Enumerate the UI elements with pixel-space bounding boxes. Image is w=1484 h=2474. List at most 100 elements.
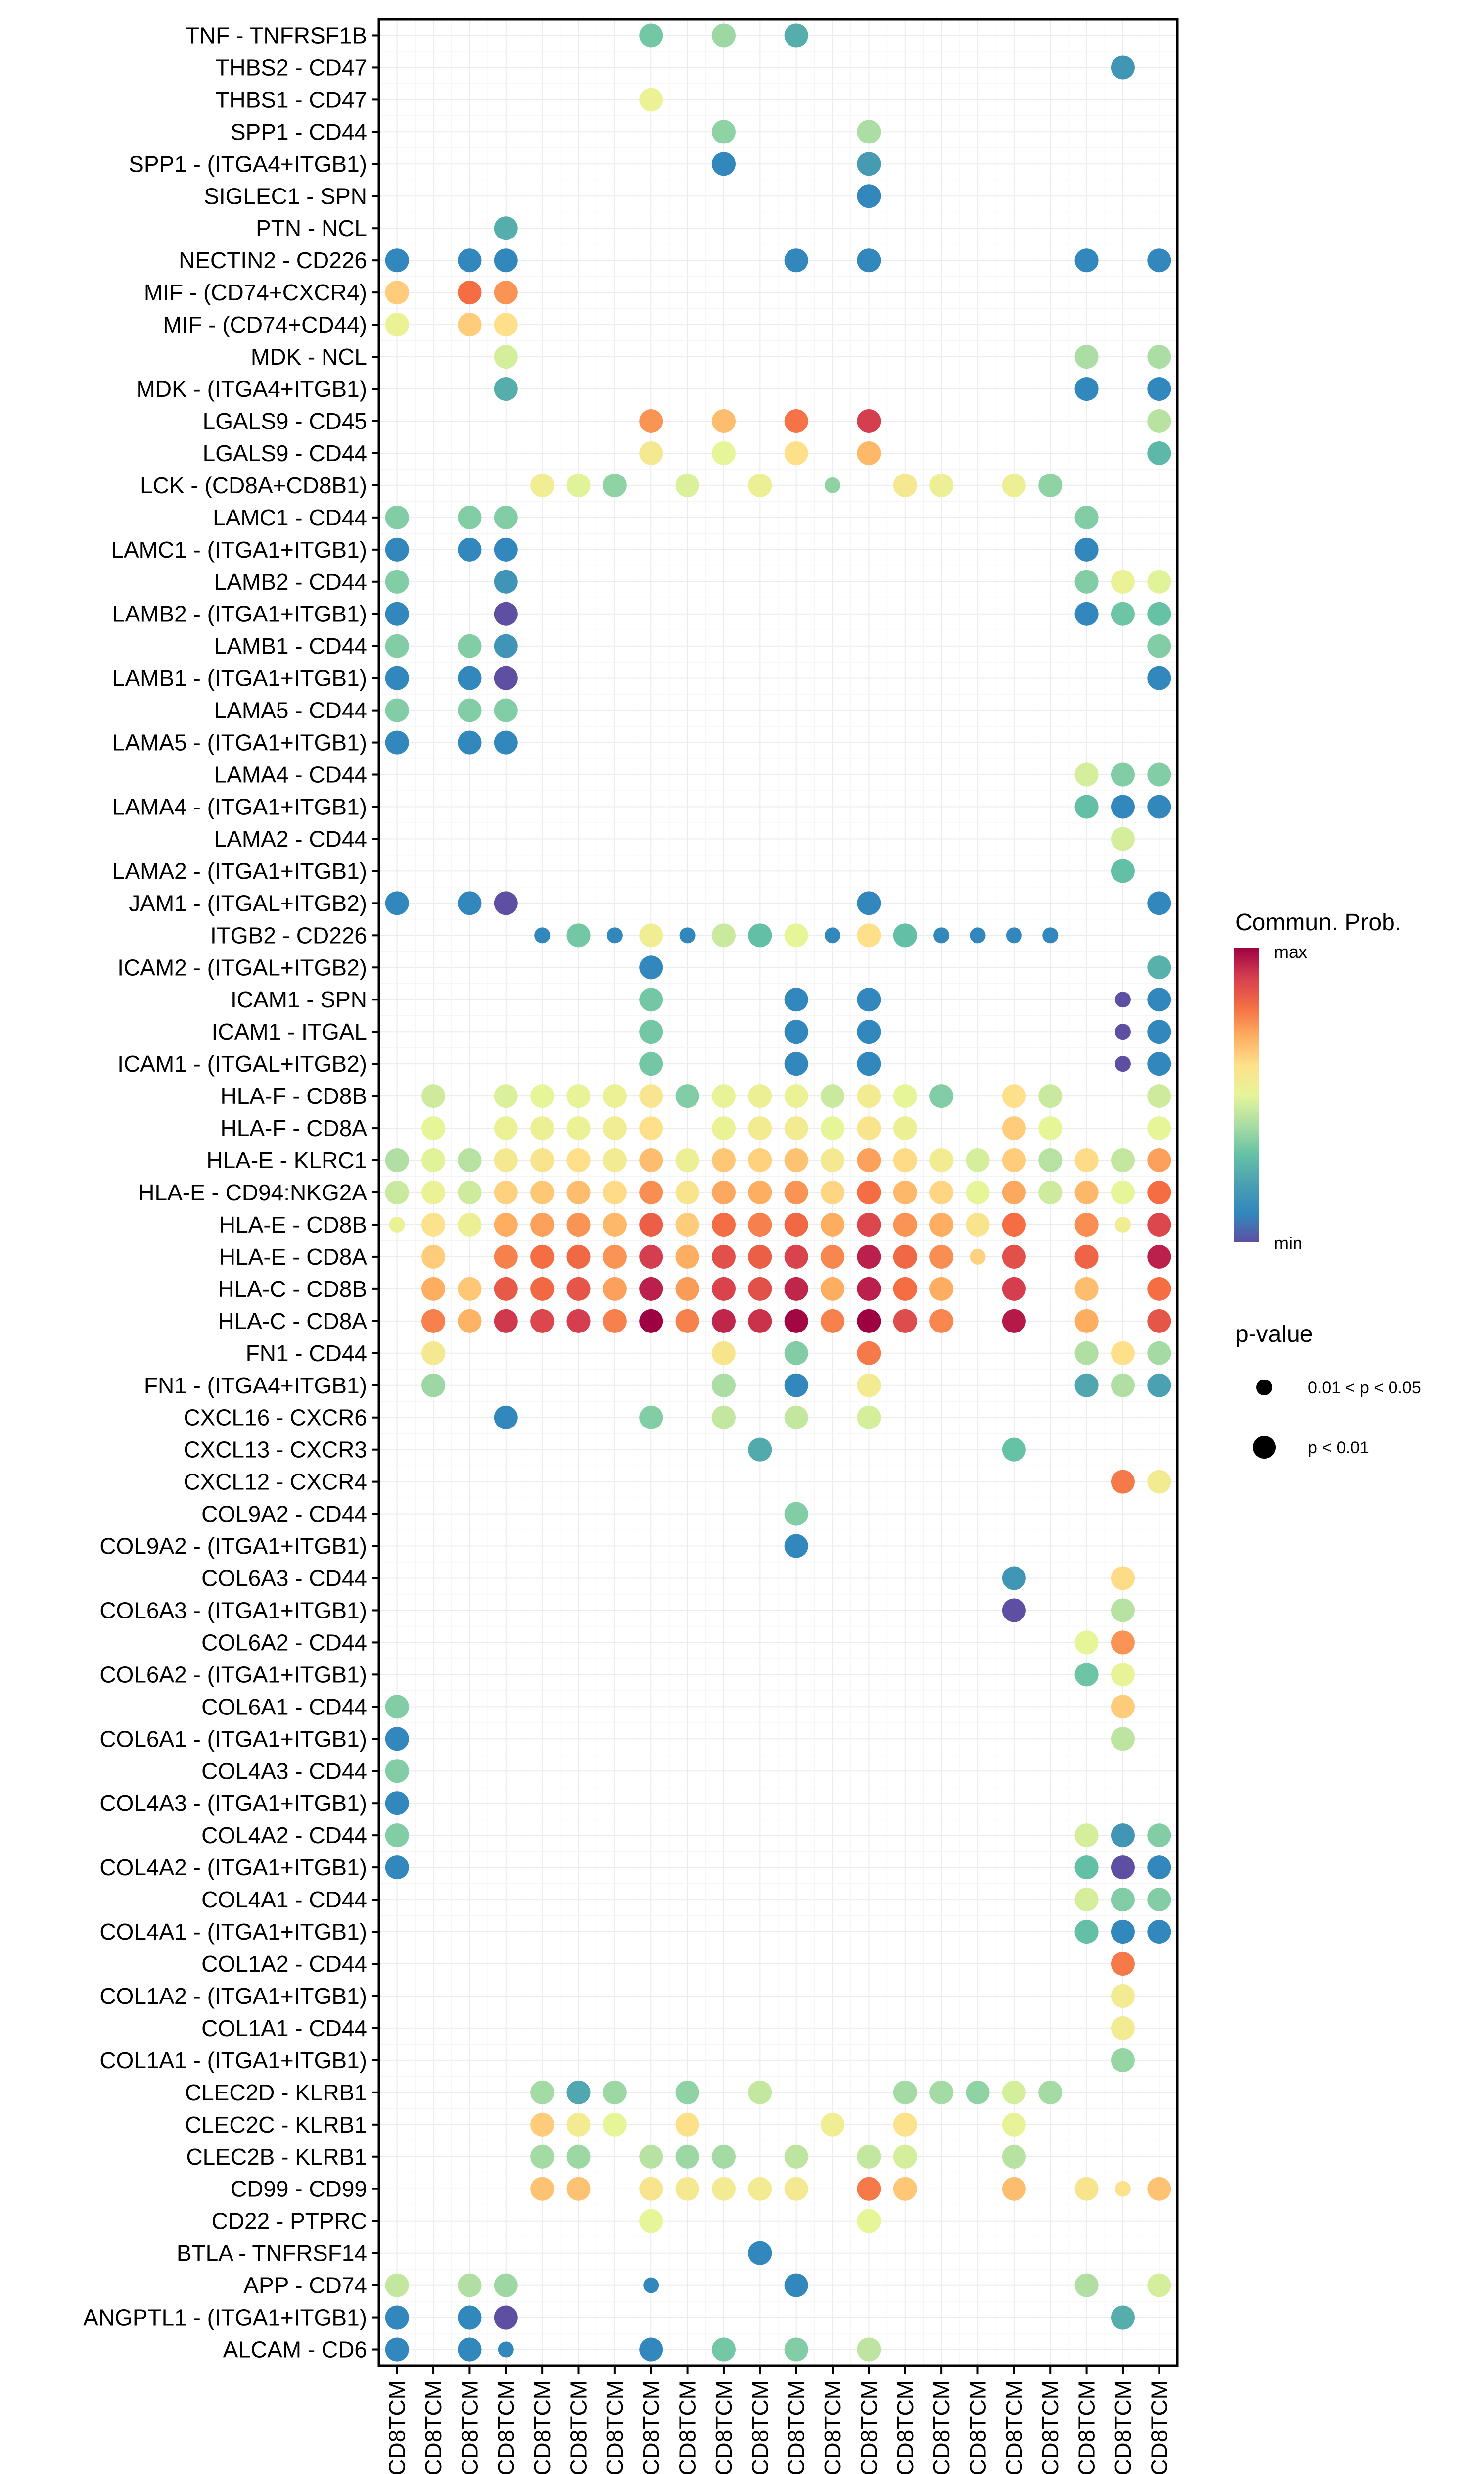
data-point [1147, 1920, 1171, 1944]
data-point [821, 1116, 845, 1141]
data-point [421, 1148, 446, 1173]
data-point [929, 1277, 954, 1301]
data-point [857, 988, 881, 1012]
data-point [1002, 2177, 1026, 2201]
data-point [639, 1181, 663, 1204]
data-point [639, 1405, 663, 1429]
data-point [494, 505, 518, 529]
data-point [748, 1244, 772, 1269]
data-point [606, 927, 623, 944]
data-point [748, 2177, 772, 2201]
data-point [566, 1309, 591, 1333]
x-tick-label: cDC -> CD8TCM [784, 2380, 809, 2474]
x-tick-label: TFH -> CD8TCM [928, 2380, 954, 2474]
data-point [1002, 1244, 1026, 1269]
data-point [421, 1084, 446, 1108]
data-point [1147, 441, 1171, 465]
data-point [1111, 55, 1135, 80]
data-point [1147, 1212, 1171, 1237]
data-point [494, 1405, 518, 1429]
data-point [784, 2337, 808, 2362]
data-point [1038, 1181, 1063, 1204]
data-point [1111, 1470, 1135, 1494]
data-point [1111, 1566, 1135, 1590]
data-point [389, 1216, 405, 1233]
y-tick-label: MIF - (CD74+CXCR4) [144, 280, 367, 305]
data-point [385, 1181, 409, 1204]
y-tick-label: COL6A1 - (ITGA1+ITGB1) [99, 1726, 367, 1752]
colorbar-max-label: max [1274, 942, 1307, 962]
data-point [857, 1181, 881, 1204]
data-point [1114, 1024, 1131, 1040]
data-point [1111, 2048, 1135, 2072]
data-point [458, 281, 482, 305]
data-point [1074, 2177, 1099, 2201]
data-point [639, 409, 663, 433]
x-tick-label: CD8TEXINT -> CD8TCM [892, 2380, 918, 2474]
data-point [1074, 1920, 1099, 1944]
data-point [1147, 1888, 1171, 1912]
data-point [711, 23, 736, 48]
y-tick-label: LGALS9 - CD44 [203, 440, 367, 466]
data-point [603, 2080, 627, 2104]
data-point [711, 923, 736, 948]
data-point [458, 505, 482, 529]
data-point [458, 666, 482, 690]
data-point [679, 927, 696, 944]
data-point [639, 1148, 663, 1173]
y-tick-label: NECTIN2 - CD226 [179, 247, 367, 273]
x-tick-label: MVA -> CD8TCM [1146, 2380, 1172, 2474]
data-points [385, 23, 1171, 2362]
y-tick-label: ICAM1 - (ITGAL+ITGB2) [117, 1051, 367, 1077]
data-point [711, 1341, 736, 1365]
data-point [385, 537, 409, 562]
data-point [784, 1534, 808, 1558]
data-point [675, 1244, 699, 1269]
data-point [1002, 2080, 1026, 2104]
data-point [1111, 1341, 1135, 1365]
data-point [639, 1244, 663, 1269]
x-tick-label: INMON -> CD8TCM [638, 2380, 664, 2474]
data-point [1111, 570, 1135, 594]
y-tick-label: LAMC1 - CD44 [213, 505, 367, 530]
x-tick-label: TH2 -> CD8TCM [965, 2380, 991, 2474]
data-point [1074, 505, 1099, 529]
data-point [639, 1052, 663, 1076]
data-point [458, 634, 482, 658]
data-point [1147, 1181, 1171, 1204]
y-tick-label: LAMA5 - CD44 [214, 698, 367, 723]
data-point [603, 1244, 627, 1269]
x-tick-label: iATC -> CD8TCM [493, 2380, 519, 2474]
data-point [857, 1116, 881, 1141]
data-point [1147, 1277, 1171, 1301]
data-point [530, 1084, 555, 1108]
y-tick-label: FN1 - (ITGA4+ITGB1) [144, 1373, 367, 1398]
data-point [458, 537, 482, 562]
data-point [1002, 1148, 1026, 1173]
data-point [784, 1502, 808, 1526]
data-point [458, 698, 482, 722]
data-point [639, 988, 663, 1012]
data-point [494, 248, 518, 273]
data-point [421, 1373, 446, 1397]
data-point [1074, 1212, 1099, 1237]
data-point [929, 1148, 954, 1173]
data-point [1147, 1856, 1171, 1880]
data-point [711, 1084, 736, 1108]
y-tick-label: LAMA5 - (ITGA1+ITGB1) [112, 730, 367, 756]
data-point [748, 2080, 772, 2104]
data-point [494, 281, 518, 305]
y-tick-label: CD99 - CD99 [231, 2176, 367, 2202]
y-tick-label: LAMB1 - (ITGA1+ITGB1) [112, 666, 367, 691]
data-point [821, 1309, 845, 1333]
data-point [857, 1405, 881, 1429]
y-tick-label: COL4A3 - CD44 [201, 1758, 367, 1784]
y-tick-label: SPP1 - CD44 [231, 119, 367, 144]
data-point [893, 1277, 917, 1301]
y-tick-label: HLA-E - CD94:NKG2A [138, 1180, 367, 1205]
data-point [1147, 762, 1171, 787]
data-point [711, 1405, 736, 1429]
y-tick-label: SIGLEC1 - SPN [204, 183, 367, 209]
data-point [1074, 1856, 1099, 1880]
data-point [966, 1148, 990, 1173]
